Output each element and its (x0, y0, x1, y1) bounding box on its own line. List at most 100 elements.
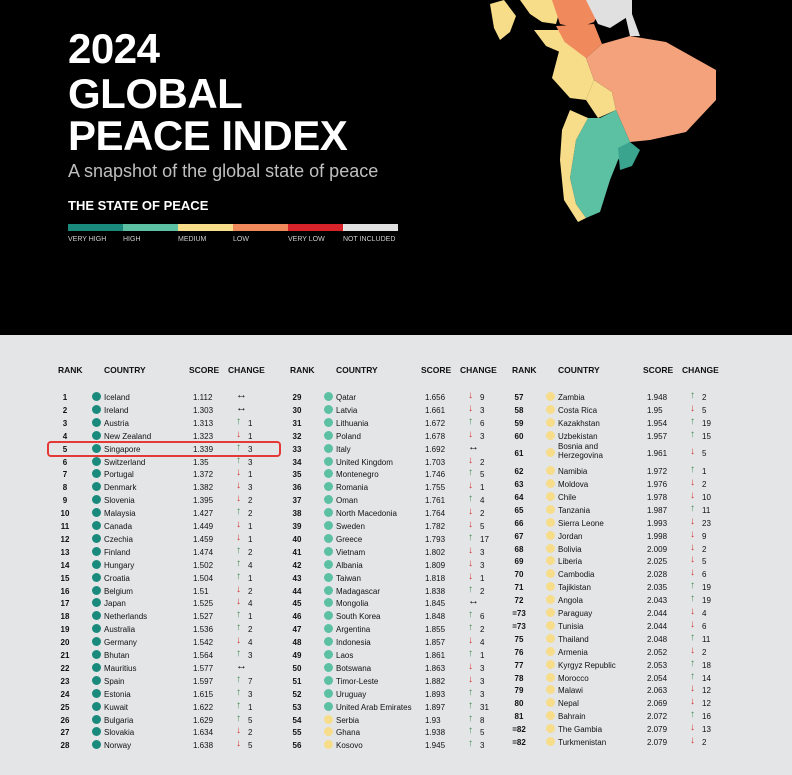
legend-label: MEDIUM (178, 236, 207, 243)
country-cell: Tanzania (558, 505, 591, 515)
change-cell: 5 (480, 728, 485, 738)
table-row: 78 Morocco 2.054 ↑ 14 (512, 671, 727, 684)
peace-level-dot (92, 637, 101, 647)
rank-cell: 71 (514, 583, 524, 593)
peace-level-dot (92, 430, 101, 440)
country-cell: Singapore (104, 444, 141, 454)
country-cell: Poland (336, 431, 361, 441)
table-row: 26 Bulgaria 1.629 ↑ 5 (58, 713, 273, 726)
score-cell: 1.957 (647, 431, 668, 441)
table-row: 5 Singapore 1.339 ↑ 3 (58, 442, 273, 455)
score-cell: 2.044 (647, 621, 668, 631)
country-cell: Vietnam (336, 547, 366, 557)
country-cell: Spain (104, 676, 125, 686)
table-row: 2 Ireland 1.303 ↔ (58, 401, 273, 416)
score-cell: 1.802 (425, 547, 446, 557)
up-arrow-icon: ↑ (690, 580, 695, 592)
change-cell: 1 (480, 483, 485, 493)
country-cell: Namibia (558, 467, 588, 477)
peace-level-dot (324, 482, 333, 492)
up-arrow-icon: ↑ (690, 428, 695, 440)
header-change: CHANGE (228, 365, 265, 375)
up-arrow-icon: ↑ (468, 699, 473, 711)
change-cell: 8 (480, 715, 485, 725)
country-cell: Ireland (104, 405, 129, 415)
score-cell: 1.845 (425, 599, 446, 609)
table-row: 66 Sierra Leone 1.993 ↓ 23 (512, 516, 727, 529)
table-row: 24 Estonia 1.615 ↑ 3 (58, 687, 273, 700)
score-cell: 1.809 (425, 560, 446, 570)
rank-cell: 27 (60, 728, 70, 738)
table-row: =82 The Gambia 2.079 ↓ 13 (512, 722, 727, 735)
table-row: 81 Bahrain 2.072 ↑ 16 (512, 709, 727, 722)
down-arrow-icon: ↓ (468, 544, 473, 556)
table-row: 69 Liberia 2.025 ↓ 5 (512, 554, 727, 567)
up-arrow-icon: ↑ (236, 609, 241, 621)
score-cell: 1.857 (425, 638, 446, 648)
rank-cell: 49 (292, 651, 302, 660)
score-cell: 1.427 (193, 509, 214, 519)
country-cell: Mongolia (336, 599, 369, 609)
up-arrow-icon: ↑ (468, 648, 473, 659)
country-cell: Madagascar (336, 586, 381, 596)
peace-level-dot (324, 727, 333, 737)
header-score: SCORE (189, 365, 220, 375)
rank-cell: 29 (292, 393, 302, 402)
peace-level-dot (92, 611, 101, 621)
no-change-icon: ↔ (236, 401, 247, 414)
country-cell: Morocco (558, 673, 589, 683)
down-arrow-icon: ↓ (468, 635, 473, 647)
rank-cell: 61 (514, 449, 524, 459)
peace-level-dot (324, 740, 333, 750)
down-arrow-icon: ↓ (468, 660, 473, 672)
rank-cell: 24 (60, 689, 70, 699)
change-cell: 2 (248, 586, 253, 596)
rank-cell: 33 (292, 444, 302, 454)
up-arrow-icon: ↑ (468, 609, 473, 621)
table-row: 63 Moldova 1.976 ↓ 2 (512, 477, 727, 490)
table-row: 70 Cambodia 2.028 ↓ 6 (512, 567, 727, 580)
score-cell: 1.313 (193, 418, 214, 428)
rank-cell: 4 (62, 431, 68, 441)
table-row: 1 Iceland 1.112 ↔ (58, 390, 273, 403)
rank-cell: 13 (60, 547, 70, 557)
table-row: 68 Bolivia 2.009 ↓ 2 (512, 542, 727, 555)
score-cell: 1.525 (193, 599, 214, 609)
score-cell: 1.303 (193, 405, 214, 415)
change-cell: 2 (248, 496, 253, 506)
down-arrow-icon: ↓ (690, 528, 695, 540)
legend-label: VERY LOW (288, 236, 325, 243)
country-cell: Slovakia (104, 728, 135, 738)
page-subtitle: A snapshot of the global state of peace (68, 161, 379, 181)
down-arrow-icon: ↓ (468, 673, 473, 685)
score-cell: 1.564 (193, 651, 214, 660)
peace-level-dot (324, 637, 333, 647)
down-arrow-icon: ↓ (236, 428, 241, 440)
down-arrow-icon: ↓ (690, 618, 695, 630)
down-arrow-icon: ↓ (236, 467, 241, 479)
section-heading: THE STATE OF PEACE (68, 198, 209, 213)
peace-level-dot (324, 688, 333, 698)
change-cell: 4 (248, 560, 253, 570)
country-cell: Netherlands (104, 612, 148, 622)
change-cell: 3 (480, 689, 485, 699)
table-row: 6 Switzerland 1.35 ↑ 3 (58, 455, 273, 468)
up-arrow-icon: ↑ (690, 631, 695, 643)
country-cell: Botswana (336, 663, 372, 673)
country-cell: Croatia (104, 573, 130, 583)
change-cell: 5 (248, 715, 253, 725)
peace-level-dot (92, 701, 101, 711)
peace-level-dot (92, 521, 101, 530)
country-cell: Tajikistan (558, 583, 591, 593)
peace-level-dot (324, 430, 333, 440)
peace-level-dot (324, 650, 333, 659)
rank-cell: 58 (514, 405, 524, 415)
score-cell: 2.079 (647, 725, 668, 735)
change-cell: 6 (480, 418, 485, 428)
peace-level-dot (546, 646, 555, 656)
legend-swatch (233, 224, 288, 231)
rank-cell: 57 (514, 393, 524, 402)
score-cell: 1.661 (425, 405, 446, 415)
table-row: 3 Austria 1.313 ↑ 1 (58, 416, 273, 429)
change-cell: 5 (248, 741, 253, 751)
